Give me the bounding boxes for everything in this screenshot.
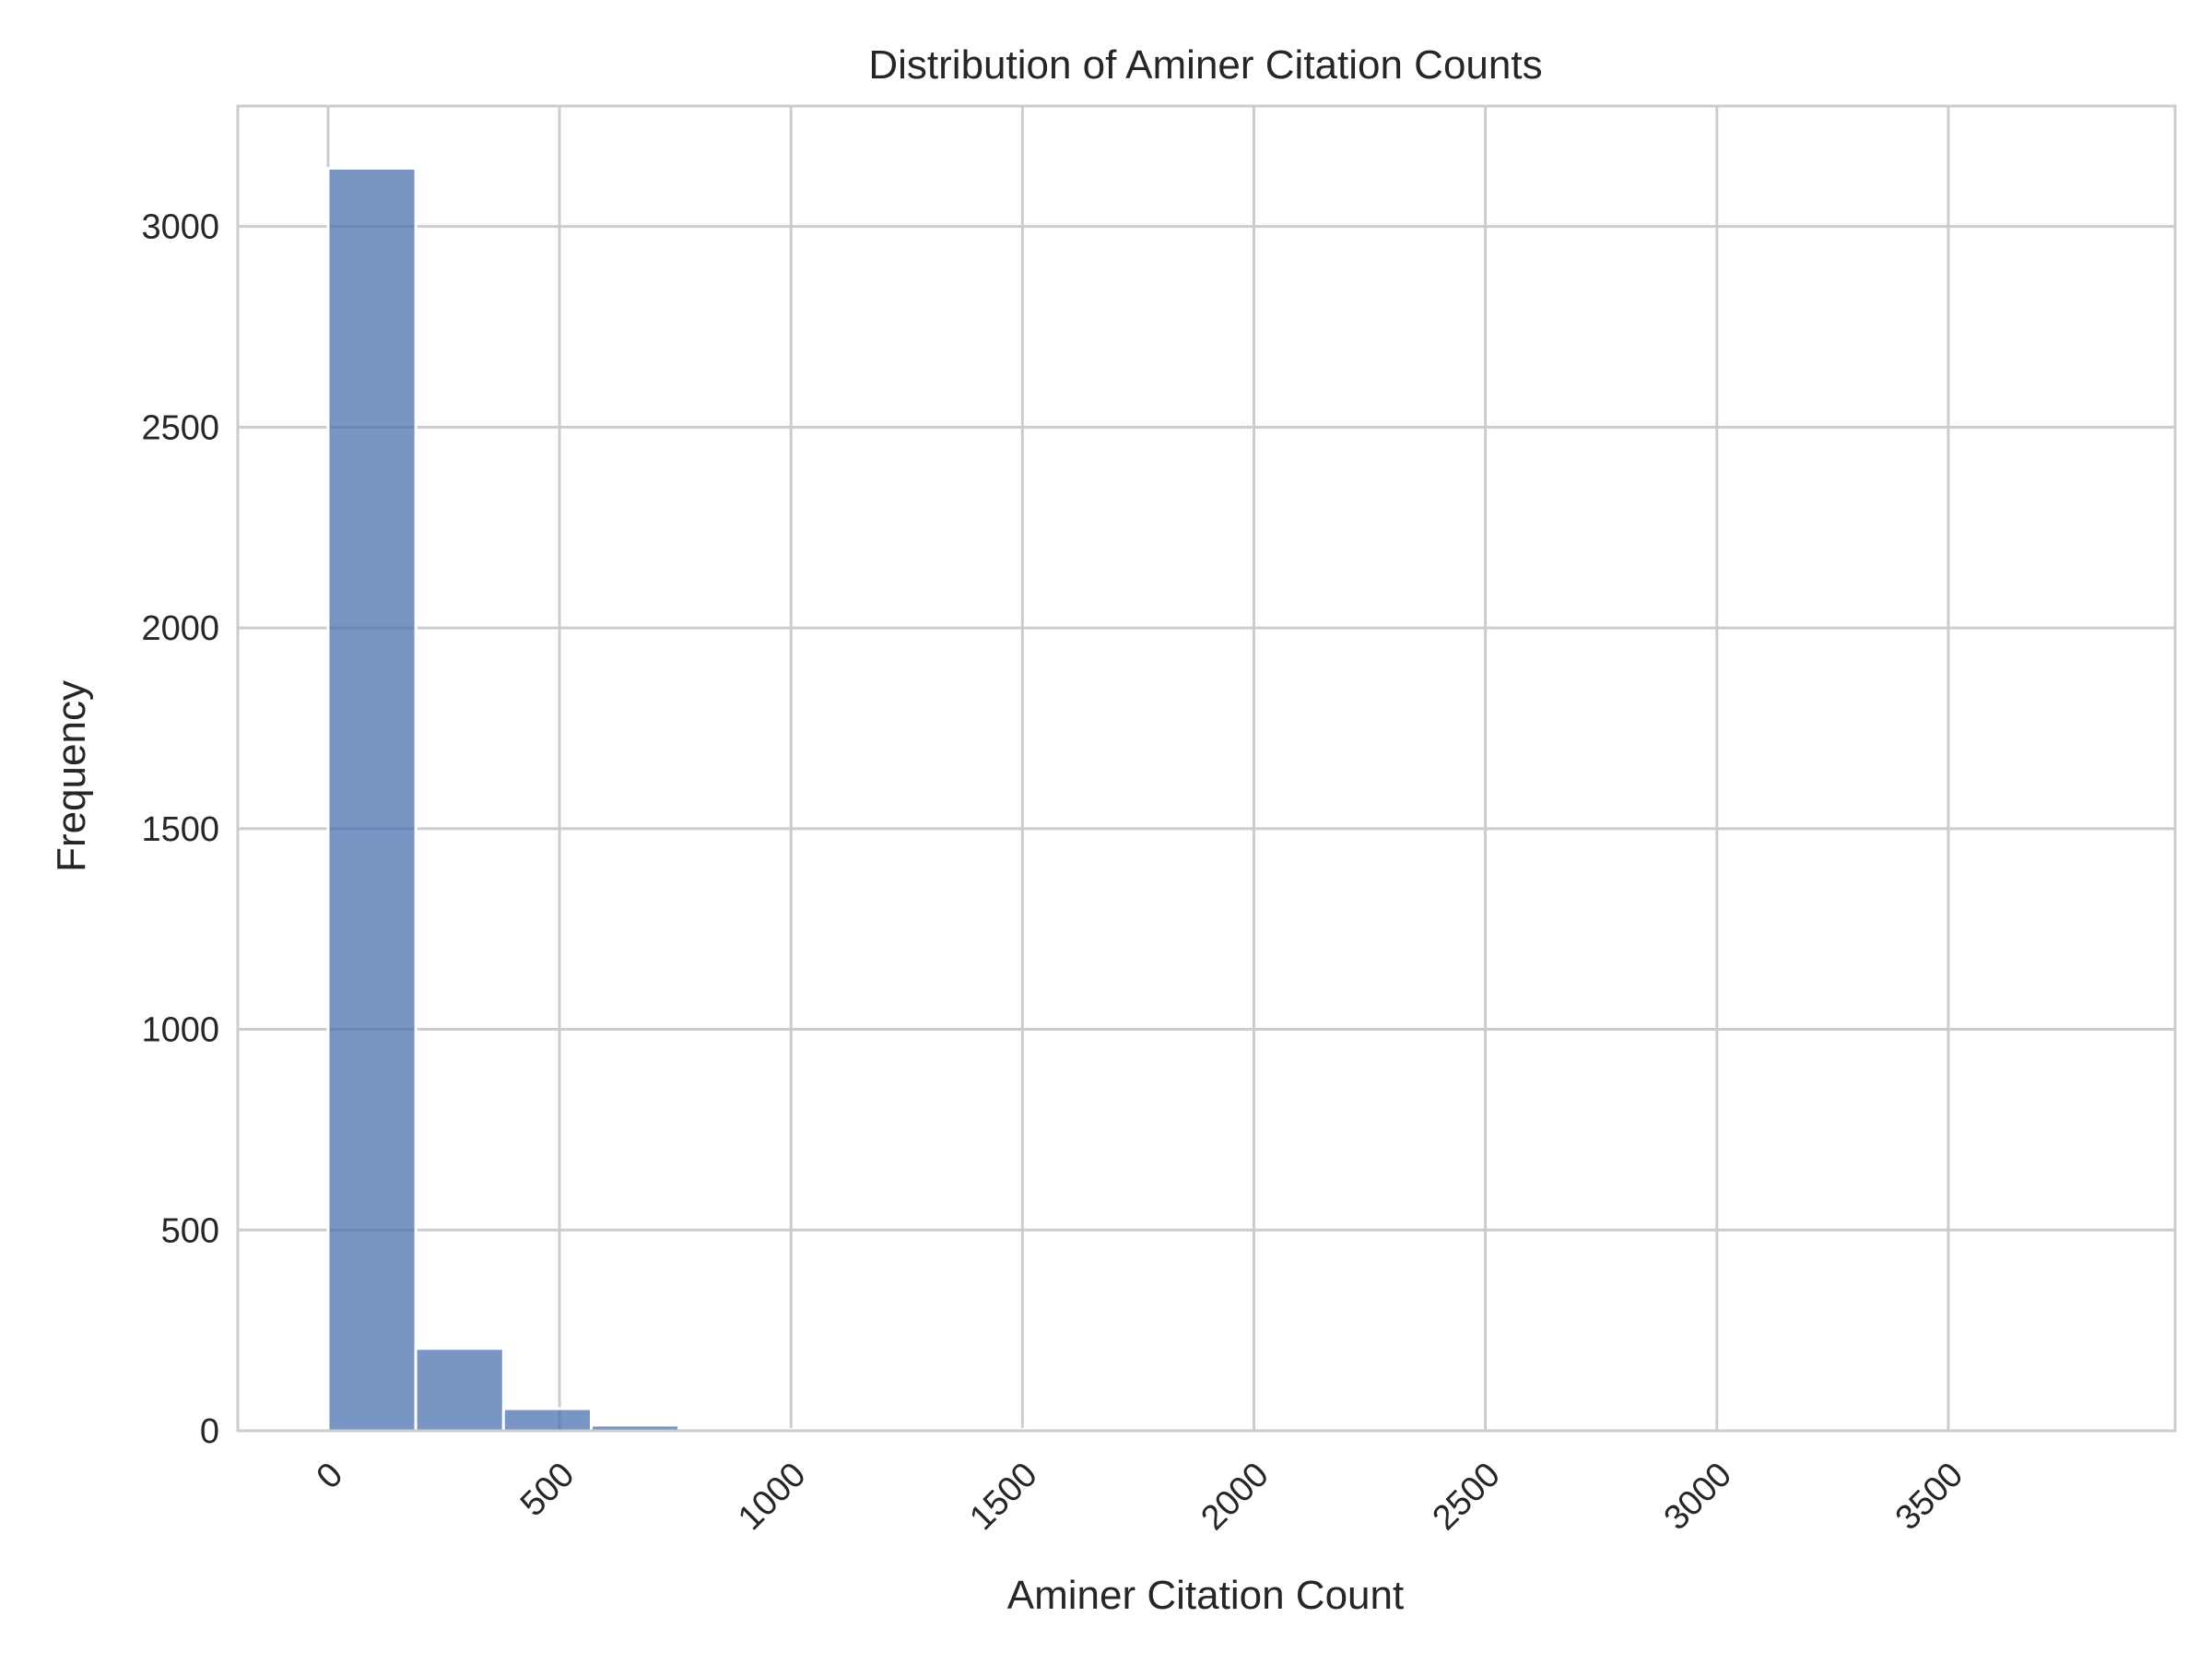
plot-frame xyxy=(236,104,2177,1433)
y-tick-label: 2000 xyxy=(141,609,219,648)
histogram-bar xyxy=(501,1407,593,1433)
y-tick-label: 2500 xyxy=(141,408,219,447)
y-tick-label: 1500 xyxy=(141,810,219,849)
y-tick-label: 3000 xyxy=(141,208,219,247)
x-axis-label: Aminer Citation Count xyxy=(1007,1573,1404,1618)
histogram-bar xyxy=(414,1347,505,1433)
y-tick-labels: 0 500 1000 1500 2000 2500 3000 xyxy=(141,208,219,1451)
y-tick-label: 0 xyxy=(200,1412,219,1451)
y-tick-label: 1000 xyxy=(141,1011,219,1050)
y-tick-label: 500 xyxy=(161,1211,219,1250)
histogram-bar xyxy=(326,166,418,1433)
y-axis-label: Frequency xyxy=(49,680,94,872)
histogram-bars xyxy=(326,166,2085,1433)
chart-title: Distribution of Aminer Citation Counts xyxy=(868,42,1542,88)
